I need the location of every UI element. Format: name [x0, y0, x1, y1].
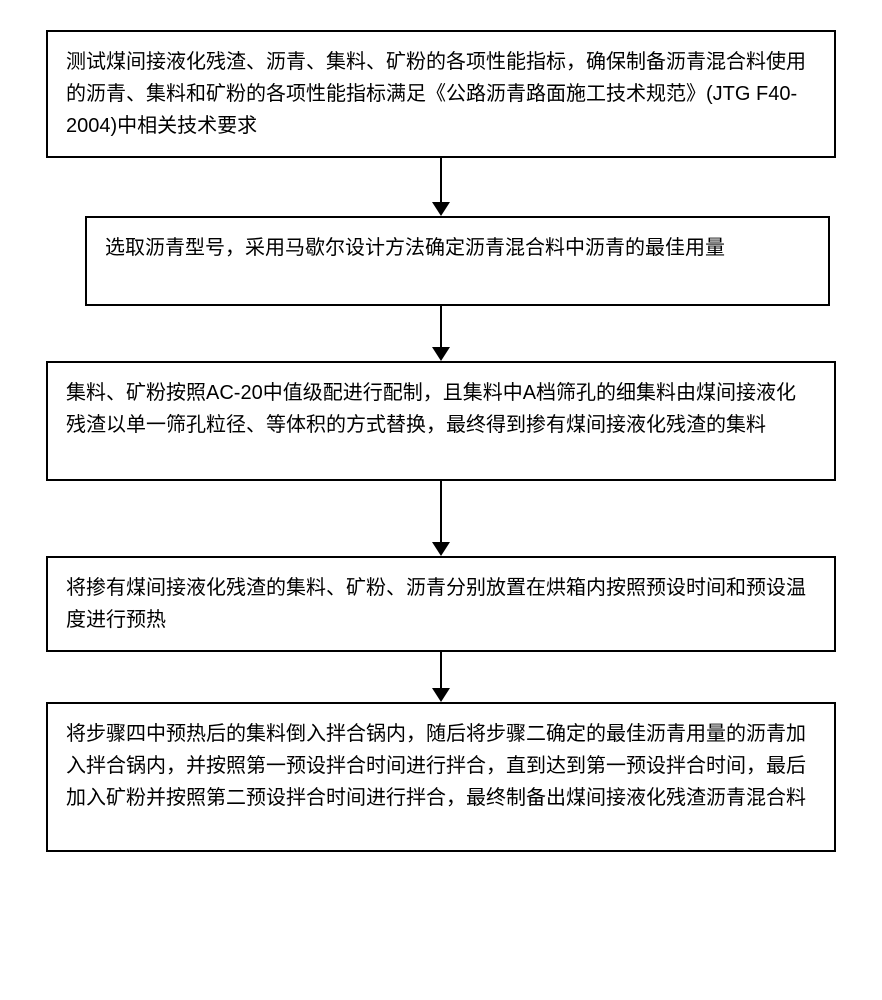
flow-step-text: 选取沥青型号，采用马歇尔设计方法确定沥青混合料中沥青的最佳用量: [105, 237, 725, 259]
arrow-head-icon: [432, 347, 450, 361]
arrow-3: [432, 481, 450, 556]
flow-step-4: 将掺有煤间接液化残渣的集料、矿粉、沥青分别放置在烘箱内按照预设时间和预设温度进行…: [46, 556, 836, 652]
arrow-4: [432, 652, 450, 702]
arrow-head-icon: [432, 542, 450, 556]
flow-step-text: 将步骤四中预热后的集料倒入拌合锅内，随后将步骤二确定的最佳沥青用量的沥青加入拌合…: [66, 723, 806, 809]
arrow-2: [432, 306, 450, 361]
flowchart-container: 测试煤间接液化残渣、沥青、集料、矿粉的各项性能指标，确保制备沥青混合料使用的沥青…: [40, 30, 842, 852]
arrow-head-icon: [432, 202, 450, 216]
flow-step-5: 将步骤四中预热后的集料倒入拌合锅内，随后将步骤二确定的最佳沥青用量的沥青加入拌合…: [46, 702, 836, 852]
flow-step-2: 选取沥青型号，采用马歇尔设计方法确定沥青混合料中沥青的最佳用量: [85, 216, 830, 306]
arrow-line: [440, 306, 442, 347]
arrow-head-icon: [432, 688, 450, 702]
flow-step-3: 集料、矿粉按照AC-20中值级配进行配制，且集料中A档筛孔的细集料由煤间接液化残…: [46, 361, 836, 481]
arrow-line: [440, 158, 442, 202]
flow-step-text: 集料、矿粉按照AC-20中值级配进行配制，且集料中A档筛孔的细集料由煤间接液化残…: [66, 382, 796, 436]
arrow-line: [440, 652, 442, 688]
arrow-line: [440, 481, 442, 542]
arrow-1: [432, 158, 450, 216]
flow-step-text: 测试煤间接液化残渣、沥青、集料、矿粉的各项性能指标，确保制备沥青混合料使用的沥青…: [66, 51, 806, 137]
flow-step-1: 测试煤间接液化残渣、沥青、集料、矿粉的各项性能指标，确保制备沥青混合料使用的沥青…: [46, 30, 836, 158]
flow-step-text: 将掺有煤间接液化残渣的集料、矿粉、沥青分别放置在烘箱内按照预设时间和预设温度进行…: [66, 577, 806, 631]
